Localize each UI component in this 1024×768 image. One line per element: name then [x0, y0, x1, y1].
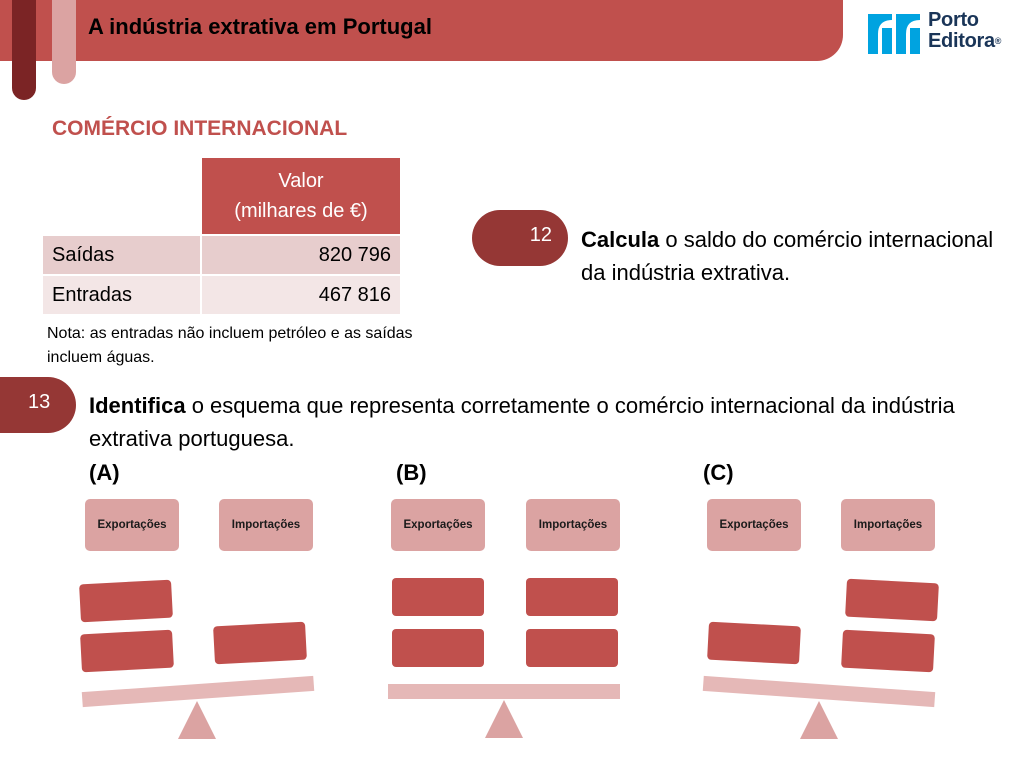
table-header-line2: (milhares de €): [234, 200, 368, 222]
logo-registered-mark: ®: [994, 36, 1002, 46]
row-value-saidas: 820 796: [202, 236, 400, 274]
table-empty-corner: [43, 158, 200, 234]
header-bar: [0, 0, 843, 61]
exports-weight-block: [392, 578, 484, 616]
table-row: Saídas 820 796: [43, 236, 400, 274]
table-row: Entradas 467 816: [43, 276, 400, 314]
exports-label-box: Exportações: [391, 499, 485, 551]
balance-beam: [388, 684, 620, 699]
table-note: Nota: as entradas não incluem petróleo e…: [47, 325, 413, 366]
header-accent-dark: [12, 0, 36, 100]
question-13-badge: 13: [0, 377, 76, 433]
option-a-label: (A): [89, 460, 120, 485]
question-13-number: 13: [28, 391, 51, 413]
exports-weight-block: [80, 629, 174, 673]
option-c-label: (C): [703, 460, 734, 485]
exports-label-box: Exportações: [85, 499, 179, 551]
exports-weight-block: [707, 621, 801, 665]
table-header-line1: Valor: [278, 170, 324, 192]
balance-fulcrum: [178, 701, 216, 739]
logo-wordmark: Porto Editora®: [928, 10, 1001, 52]
imports-label-box: Importações: [526, 499, 620, 551]
row-value-entradas: 467 816: [202, 276, 400, 314]
row-label-saidas: Saídas: [43, 236, 200, 274]
imports-label-box: Importações: [841, 499, 935, 551]
question-12-badge: 12: [472, 210, 568, 266]
exports-label-box: Exportações: [707, 499, 801, 551]
imports-label-box: Importações: [219, 499, 313, 551]
question-12-text: Calcula o saldo do comércio internaciona…: [581, 223, 1011, 289]
logo-line2: Editora: [928, 30, 995, 52]
question-12-body: o saldo do comércio internacional da ind…: [581, 227, 994, 285]
header-accent-light: [52, 0, 76, 84]
imports-weight-block: [845, 578, 939, 622]
question-12-number: 12: [529, 224, 552, 246]
imports-weight-block: [213, 621, 307, 665]
section-title: COMÉRCIO INTERNACIONAL: [52, 117, 348, 140]
question-12-verb: Calcula: [581, 227, 660, 252]
balance-fulcrum: [485, 700, 523, 738]
imports-weight-block: [841, 629, 935, 673]
question-13-verb: Identifica: [89, 393, 186, 418]
imports-weight-block: [526, 578, 618, 616]
row-label-entradas: Entradas: [43, 276, 200, 314]
trade-table: Valor (milhares de €) Saídas 820 796 Ent…: [41, 156, 402, 316]
slide-title: A indústria extrativa em Portugal: [88, 14, 432, 39]
exports-weight-block: [79, 579, 173, 623]
logo-line1: Porto: [928, 9, 979, 31]
imports-weight-block: [526, 629, 618, 667]
question-13-body: o esquema que representa corretamente o …: [89, 393, 955, 451]
option-b-label: (B): [396, 460, 427, 485]
balance-fulcrum: [800, 701, 838, 739]
question-13-text: Identifica o esquema que representa corr…: [89, 389, 999, 455]
exports-weight-block: [392, 629, 484, 667]
porto-editora-logo-icon: [868, 14, 920, 54]
table-header-value: Valor (milhares de €): [202, 158, 400, 234]
